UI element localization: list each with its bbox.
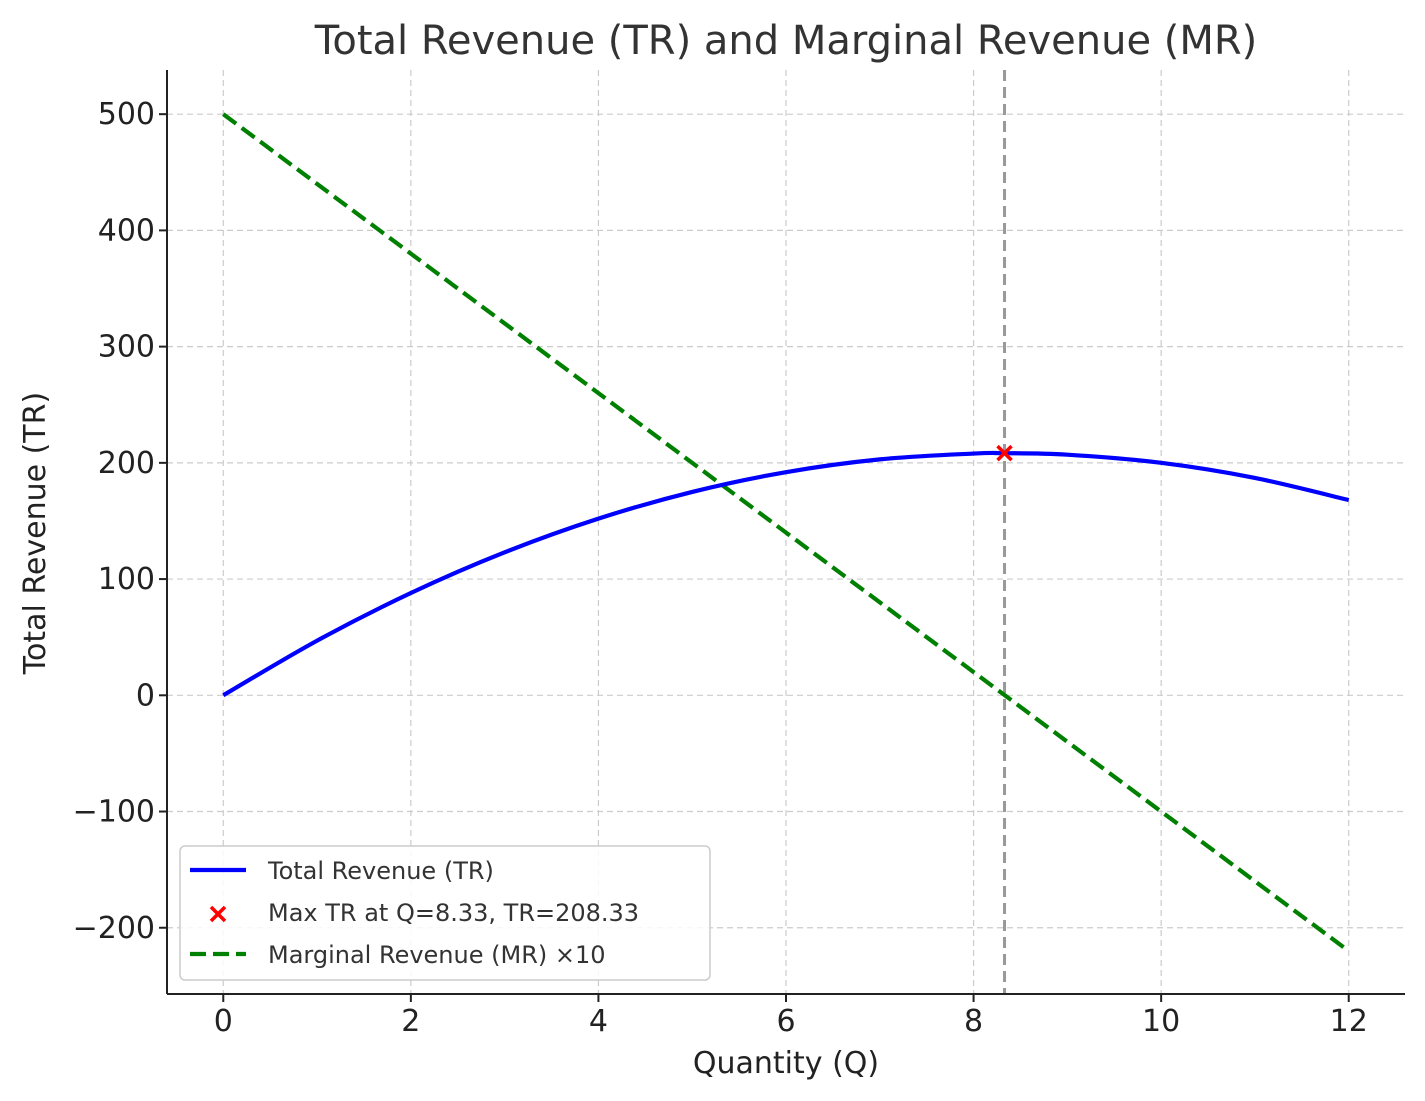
x-axis-label: Quantity (Q) [693, 1046, 879, 1081]
x-tick-label: 12 [1330, 1004, 1368, 1039]
x-tick-label: 6 [776, 1004, 795, 1039]
x-tick-label: 0 [214, 1004, 233, 1039]
x-tick-label: 2 [401, 1004, 420, 1039]
x-tick-label: 4 [589, 1004, 608, 1039]
legend-item: Marginal Revenue (MR) ×10 [190, 941, 606, 969]
legend-label: Max TR at Q=8.33, TR=208.33 [268, 899, 639, 927]
y-tick-label: −200 [73, 911, 155, 946]
y-tick-label: 100 [98, 562, 155, 597]
series-layer [222, 112, 1350, 953]
y-tick-label: 400 [98, 213, 155, 248]
legend-label: Marginal Revenue (MR) ×10 [268, 941, 606, 969]
y-tick-label: 500 [98, 97, 155, 132]
y-tick-label: 200 [98, 446, 155, 481]
y-axis-label: Total Revenue (TR) [18, 392, 53, 675]
legend-swatch [209, 905, 227, 923]
legend-item: Total Revenue (TR) [190, 857, 494, 885]
y-tick-label: 300 [98, 330, 155, 365]
max-tr-point [996, 444, 1013, 462]
max-tr-marker-stroke [996, 444, 1013, 462]
x-tick-label: 8 [964, 1004, 983, 1039]
legend: Total Revenue (TR) Max TR at Q=8.33, TR=2… [179, 845, 711, 981]
series-total-revenue-line [222, 450, 1350, 698]
series-marginal-revenue-line [222, 112, 1350, 953]
x-tick-label: 10 [1142, 1004, 1180, 1039]
y-tick-label: −100 [73, 795, 155, 830]
legend-label: Total Revenue (TR) [267, 857, 494, 885]
axes: 0 2 4 6 8 10 12 −200 −100 0 100 200 300 400 500 [73, 70, 1405, 1039]
legend-item: Max TR at Q=8.33, TR=208.33 [209, 899, 639, 927]
chart-title: Total Revenue (TR) and Marginal Revenue … [314, 18, 1258, 64]
y-tick-label: 0 [136, 678, 155, 713]
grid [167, 70, 1405, 994]
legend-box [179, 845, 711, 981]
